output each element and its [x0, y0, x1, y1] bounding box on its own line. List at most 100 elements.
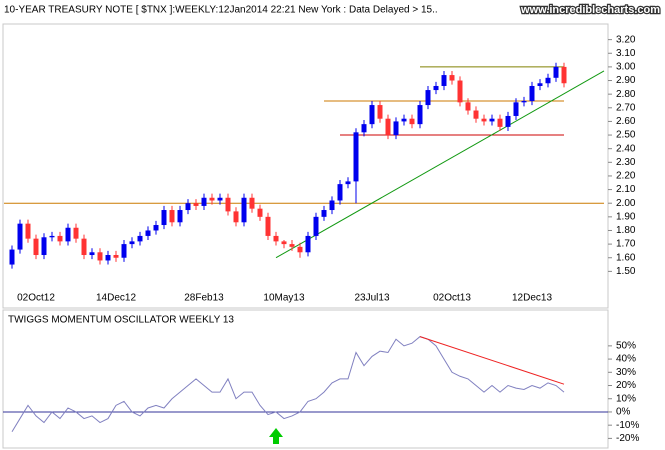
candle-body: [49, 235, 55, 238]
candle-body: [465, 102, 471, 111]
y-tick-label: 1.50: [616, 266, 636, 277]
candle-body: [457, 80, 463, 103]
y-tick-label: 0%: [616, 407, 631, 418]
y-tick-label: 2.40: [616, 143, 636, 154]
candle-body: [505, 115, 511, 127]
candle-body: [369, 105, 375, 125]
candle-body: [417, 105, 423, 125]
candle-body: [73, 227, 79, 239]
candle-body: [121, 244, 127, 258]
y-tick-label: 3.10: [616, 48, 636, 59]
candle-body: [449, 75, 455, 81]
candle-body: [553, 66, 559, 78]
candle-body: [193, 203, 199, 206]
candle-body: [489, 118, 495, 122]
x-tick-label: 28Feb13: [184, 293, 224, 304]
source: www.incrediblecharts.com: [520, 4, 660, 16]
y-tick-label: 20%: [616, 380, 636, 391]
candle-body: [289, 244, 295, 247]
x-tick-label: 10May13: [263, 293, 305, 304]
x-tick-label: 02Oct13: [433, 293, 471, 304]
candle-body: [249, 197, 255, 209]
x-tick-label: 14Dec12: [96, 293, 136, 304]
candle-body: [513, 102, 519, 116]
y-tick-label: 1.90: [616, 211, 636, 222]
y-tick-label: -20%: [616, 433, 639, 444]
y-tick-label: 2.60: [616, 116, 636, 127]
candle-body: [241, 197, 247, 223]
candle-body: [345, 181, 351, 185]
trendline: [275, 70, 605, 259]
candle-body: [377, 105, 383, 119]
candle-body: [225, 197, 231, 212]
candle-body: [337, 184, 343, 201]
candle-body: [321, 210, 327, 217]
candle-body: [425, 90, 431, 106]
candle-body: [161, 210, 167, 226]
candle-body: [441, 75, 447, 86]
y-tick-label: 1.60: [616, 252, 636, 263]
y-tick-label: 50%: [616, 341, 636, 352]
candle-body: [305, 235, 311, 253]
candle-body: [257, 208, 263, 217]
candle-body: [137, 235, 143, 242]
y-tick-label: -10%: [616, 420, 639, 431]
y-tick-label: 2.30: [616, 157, 636, 168]
y-tick-label: 2.00: [616, 198, 636, 209]
candle-body: [41, 237, 47, 256]
price-panel-frame: [2, 23, 609, 309]
candle-body: [481, 118, 487, 122]
oscillator-line: [11, 336, 565, 433]
candle-body: [33, 238, 39, 256]
candle-body: [473, 110, 479, 119]
candle-body: [217, 197, 223, 201]
candle-body: [25, 223, 31, 239]
candle-body: [129, 241, 135, 245]
candle-body: [529, 85, 535, 101]
candle-body: [233, 211, 239, 223]
candle-body: [65, 227, 71, 242]
candle-body: [313, 216, 319, 236]
y-tick-label: 1.70: [616, 239, 636, 250]
y-tick-label: 3.20: [616, 34, 636, 45]
y-tick-label: 2.10: [616, 184, 636, 195]
candle-body: [9, 249, 15, 265]
y-tick-label: 2.80: [616, 89, 636, 100]
y-tick-label: 30%: [616, 367, 636, 378]
y-tick-label: 3.00: [616, 62, 636, 73]
candle-body: [89, 252, 95, 256]
candle-body: [185, 203, 191, 211]
oscillator-panel-frame: [2, 309, 609, 449]
candle-body: [81, 238, 87, 256]
candle-body: [329, 200, 335, 211]
y-tick-label: 2.90: [616, 75, 636, 86]
candle-body: [113, 255, 119, 258]
candle-body: [401, 118, 407, 122]
chart-title: 10-YEAR TREASURY NOTE [ $TNX ]:WEEKLY:12…: [4, 5, 438, 16]
candle-body: [497, 118, 503, 127]
candle-body: [561, 66, 567, 84]
y-tick-label: 1.80: [616, 225, 636, 236]
candle-body: [97, 252, 103, 261]
candle-body: [209, 197, 215, 201]
candle-body: [105, 255, 111, 261]
x-tick-label: 02Oct12: [17, 293, 55, 304]
candle-body: [433, 85, 439, 91]
y-tick-label: 2.70: [616, 102, 636, 113]
candle-body: [353, 132, 359, 182]
trendline: [419, 336, 565, 385]
x-tick-label: 12Dec13: [512, 293, 552, 304]
candle-body: [545, 77, 551, 84]
candle-body: [177, 210, 183, 223]
candle-body: [281, 241, 287, 245]
oscillator-title: TWIGGS MOMENTUM OSCILLATOR WEEKLY 13: [8, 315, 234, 326]
candle-body: [521, 100, 527, 103]
y-tick-label: 2.50: [616, 130, 636, 141]
y-tick-label: 40%: [616, 354, 636, 365]
candle-body: [297, 246, 303, 253]
candle-body: [537, 83, 543, 86]
candle-body: [409, 118, 415, 125]
candle-body: [17, 223, 23, 250]
